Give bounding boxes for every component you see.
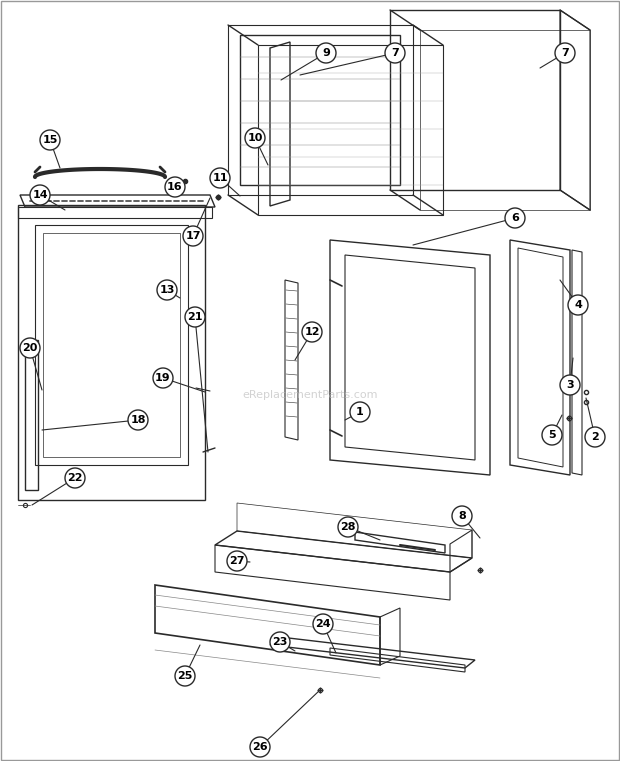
Circle shape [165,177,185,197]
Circle shape [128,410,148,430]
Circle shape [313,614,333,634]
Circle shape [30,185,50,205]
Text: 4: 4 [574,300,582,310]
Circle shape [316,43,336,63]
Circle shape [65,468,85,488]
Circle shape [210,168,230,188]
Text: 7: 7 [561,48,569,58]
Text: 12: 12 [304,327,320,337]
Circle shape [338,517,358,537]
Text: 11: 11 [212,173,228,183]
Circle shape [185,307,205,327]
Text: 3: 3 [566,380,574,390]
Text: 23: 23 [272,637,288,647]
Text: eReplacementParts.com: eReplacementParts.com [242,390,378,400]
Text: 14: 14 [32,190,48,200]
Text: 6: 6 [511,213,519,223]
Circle shape [175,666,195,686]
Circle shape [585,427,605,447]
Text: 26: 26 [252,742,268,752]
Text: 2: 2 [591,432,599,442]
Text: 10: 10 [247,133,263,143]
Text: 17: 17 [185,231,201,241]
Text: 16: 16 [167,182,183,192]
Circle shape [157,280,177,300]
Circle shape [245,128,265,148]
Circle shape [505,208,525,228]
Text: 24: 24 [315,619,331,629]
Text: 22: 22 [67,473,82,483]
Text: 21: 21 [187,312,203,322]
Circle shape [350,402,370,422]
Text: 28: 28 [340,522,356,532]
Text: 9: 9 [322,48,330,58]
Text: 27: 27 [229,556,245,566]
Circle shape [555,43,575,63]
Text: 15: 15 [42,135,58,145]
Text: 20: 20 [22,343,38,353]
Circle shape [542,425,562,445]
Circle shape [560,375,580,395]
Circle shape [250,737,270,757]
Circle shape [270,632,290,652]
Circle shape [153,368,173,388]
Text: 1: 1 [356,407,364,417]
Circle shape [385,43,405,63]
Circle shape [20,338,40,358]
Text: 19: 19 [155,373,171,383]
Circle shape [302,322,322,342]
Circle shape [452,506,472,526]
Text: 18: 18 [130,415,146,425]
Circle shape [227,551,247,571]
Circle shape [40,130,60,150]
Text: 25: 25 [177,671,193,681]
Circle shape [183,226,203,246]
Text: 13: 13 [159,285,175,295]
Text: 7: 7 [391,48,399,58]
Text: 8: 8 [458,511,466,521]
Text: 5: 5 [548,430,556,440]
Circle shape [568,295,588,315]
